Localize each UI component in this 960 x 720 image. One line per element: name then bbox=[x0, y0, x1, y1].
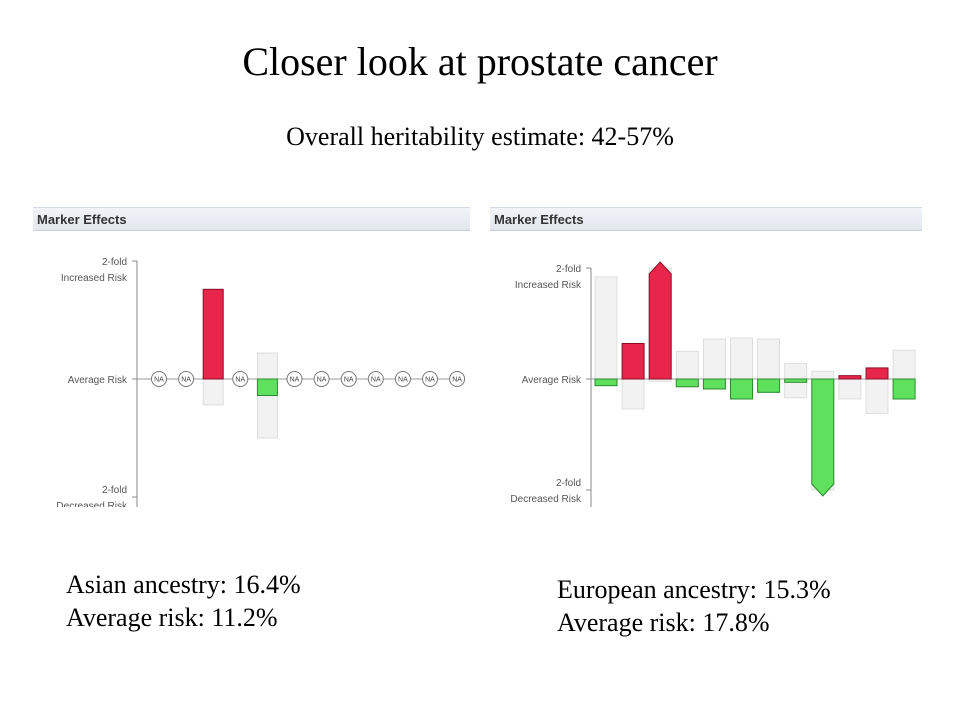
y-tick-label-bottom: 2-fold bbox=[102, 485, 127, 496]
na-marker bbox=[313, 371, 330, 387]
na-marker bbox=[178, 371, 195, 387]
marker-bar-increased bbox=[838, 375, 862, 380]
marker-bar-increased bbox=[865, 367, 889, 380]
caption-european: European ancestry: 15.3% Average risk: 1… bbox=[557, 573, 831, 639]
na-marker bbox=[151, 371, 167, 387]
y-tick-label-average: Average Risk bbox=[68, 375, 128, 386]
y-tick-label-top: Increased Risk bbox=[515, 280, 582, 291]
y-tick-label-bottom: Decreased Risk bbox=[56, 501, 128, 507]
na-marker bbox=[286, 371, 303, 387]
slide-title: Closer look at prostate cancer bbox=[242, 39, 718, 84]
panel-header-title: Marker Effects bbox=[490, 207, 922, 231]
marker-bar-decreased bbox=[702, 378, 726, 390]
na-marker bbox=[367, 371, 384, 387]
na-marker-label: NA bbox=[344, 377, 354, 384]
na-marker-label: NA bbox=[425, 377, 435, 384]
y-tick-label-top: 2-fold bbox=[102, 257, 127, 268]
marker-bar-decreased bbox=[811, 378, 835, 497]
y-tick-label-top: Increased Risk bbox=[61, 273, 128, 284]
na-marker bbox=[232, 371, 249, 387]
na-marker-label: NA bbox=[181, 377, 191, 384]
marker-bar-increased bbox=[202, 288, 224, 380]
european-ancestry-text: European ancestry: 15.3% bbox=[557, 575, 831, 604]
na-marker-label: NA bbox=[317, 377, 327, 384]
european-average-risk-text: Average risk: 17.8% bbox=[557, 608, 770, 637]
panel-header-title: Marker Effects bbox=[33, 207, 470, 231]
na-marker bbox=[422, 371, 438, 387]
marker-bar-decreased bbox=[594, 378, 618, 387]
na-marker-label: NA bbox=[290, 377, 300, 384]
marker-effects-panel-asian: Marker Effects 2-fold Increased Risk Avera… bbox=[33, 207, 470, 507]
marker-bar-decreased bbox=[892, 378, 916, 400]
y-tick-label-top: 2-fold bbox=[556, 264, 581, 275]
na-marker bbox=[394, 371, 411, 387]
y-tick-label-bottom: Decreased Risk bbox=[510, 494, 582, 505]
marker-effects-chart-european: 2-fold Increased Risk Average Risk 2-fold De… bbox=[510, 261, 916, 507]
y-tick-label-average: Average Risk bbox=[522, 375, 582, 386]
y-tick-label-bottom: 2-fold bbox=[556, 478, 581, 489]
na-marker-label: NA bbox=[371, 377, 381, 384]
marker-range-box bbox=[594, 276, 618, 387]
caption-asian: Asian ancestry: 16.4% Average risk: 11.2… bbox=[66, 568, 301, 634]
marker-effects-chart-asian: 2-fold Increased Risk Average Risk 2-fold De… bbox=[56, 257, 466, 507]
na-marker-label: NA bbox=[235, 377, 245, 384]
marker-effects-panel-european: Marker Effects 2-fold Increased Risk Avera… bbox=[490, 207, 922, 507]
marker-bar-increased bbox=[621, 342, 645, 380]
na-marker-label: NA bbox=[398, 377, 408, 384]
marker-bar-decreased bbox=[757, 378, 781, 393]
na-marker-label: NA bbox=[154, 377, 164, 384]
na-marker bbox=[340, 371, 357, 387]
asian-average-risk-text: Average risk: 11.2% bbox=[66, 603, 278, 632]
asian-ancestry-text: Asian ancestry: 16.4% bbox=[66, 570, 301, 599]
na-marker bbox=[449, 371, 466, 387]
marker-bar-decreased bbox=[730, 378, 753, 400]
marker-bar-decreased bbox=[675, 378, 699, 388]
marker-bar-decreased bbox=[256, 378, 278, 397]
slide-subtitle: Overall heritability estimate: 42-57% bbox=[286, 122, 674, 151]
marker-bar-increased bbox=[648, 261, 672, 380]
na-marker-label: NA bbox=[452, 377, 462, 384]
marker-bar-decreased bbox=[784, 378, 808, 383]
